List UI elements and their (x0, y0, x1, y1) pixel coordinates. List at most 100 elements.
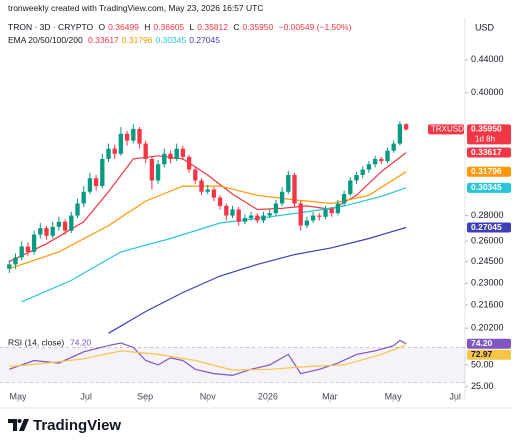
candle-body (397, 124, 403, 144)
y-tick-label: 0.23000 (471, 278, 504, 288)
ema-value: 0.30345 (155, 35, 187, 45)
candle-body (87, 178, 93, 192)
candle-body (25, 246, 31, 252)
candle-body (267, 213, 272, 216)
candle-body (174, 148, 179, 159)
source-text: tronweekly created with TradingView.com,… (8, 3, 264, 13)
ema-badge-bg (467, 147, 511, 158)
candle-body (292, 174, 297, 204)
change: −0.00549 (−1.50%) (278, 22, 352, 32)
x-tick-label: Nov (200, 391, 217, 401)
x-tick-label: Mar (322, 391, 338, 401)
candle-body (93, 178, 99, 187)
x-tick-label: May (9, 391, 27, 401)
candle-body (162, 153, 167, 165)
candle-body (366, 164, 372, 170)
x-tick-label: Jul (80, 391, 92, 401)
candle-body (248, 215, 254, 219)
candle-body (360, 169, 365, 175)
y-tick-label: 0.20200 (471, 322, 504, 332)
candle-body (372, 158, 378, 165)
candle-body (81, 191, 86, 204)
candle-body (224, 205, 229, 216)
candle-body (379, 158, 384, 162)
candle-body (62, 221, 68, 231)
ema-line (108, 226, 407, 334)
candle-body (112, 148, 117, 154)
candle-body (230, 209, 235, 216)
rsi-band (0, 347, 465, 383)
ohlc-header: TRON · 3D · CRYPTO O 0.36499 H 0.36605 L 0.… (8, 22, 354, 32)
ohlc-letter: O (98, 22, 106, 32)
ema-badge-bg (467, 182, 511, 193)
candle-body (354, 174, 359, 181)
candle-body (7, 264, 12, 269)
y-tick-label: 0.21600 (471, 299, 504, 309)
low-value: 0.35812 (197, 22, 228, 32)
rsi-badge: 74.20 (471, 338, 493, 348)
candle-body (193, 169, 198, 181)
candle-body (323, 209, 328, 217)
ema-badge: 0.27045 (471, 222, 502, 232)
candle-body (317, 215, 322, 217)
x-tick-label: Jul (449, 391, 461, 401)
candle-body (304, 220, 310, 226)
brand-logo-dot (17, 419, 22, 423)
candle-body (286, 174, 291, 192)
brand-logo (8, 419, 29, 431)
candle-body (186, 156, 192, 170)
candle-body (279, 191, 285, 204)
symbol-badge-bg (428, 124, 464, 135)
y-tick-label: 0.28000 (471, 210, 504, 220)
countdown: 1d 8h (475, 135, 495, 144)
candle-body (69, 215, 74, 231)
ema-line (9, 152, 407, 263)
candle-body (44, 228, 49, 236)
candle-body (19, 246, 24, 258)
open-value: 0.36499 (108, 22, 139, 32)
ohlc-letter: H (144, 22, 151, 32)
symbol-title: TRON · 3D · CRYPTO (8, 22, 94, 32)
rsi-tick-label: 50.00 (471, 359, 494, 369)
ema-badge: 0.31796 (471, 166, 502, 176)
y-tick-label: 0.44000 (471, 54, 504, 64)
ema-value: 0.33617 (88, 35, 119, 45)
candle-body (13, 257, 18, 265)
candle-body (38, 228, 43, 235)
rsi-ma-badge-bg (467, 349, 511, 360)
candle-body (168, 153, 173, 159)
ema-value: 0.27045 (189, 35, 220, 45)
candle-body (131, 128, 136, 141)
last-price-bg (467, 124, 511, 145)
ema-value: 0.31796 (121, 35, 153, 45)
brand-name: TradingView (33, 417, 121, 434)
candle-body (348, 180, 353, 195)
close-value: 0.35950 (242, 22, 274, 32)
candle-body (403, 124, 409, 130)
ema-badge: 0.30345 (471, 182, 502, 192)
candle-body (199, 180, 204, 192)
candle-body (180, 148, 186, 157)
rsi-value: 74.20 (70, 337, 92, 347)
rsi-tick-label: 25.00 (471, 381, 494, 391)
symbol-badge: TRXUSD (431, 125, 464, 134)
candle-body (100, 158, 105, 187)
candle-body (261, 215, 266, 221)
rsi-line (9, 339, 407, 377)
rsi-ma-badge: 72.97 (471, 349, 493, 359)
ohlc-letter: C (233, 22, 240, 32)
candle-body (137, 128, 142, 144)
source-note: tronweekly created with TradingView.com,… (8, 3, 266, 13)
candle-body (211, 189, 217, 198)
candle-body (143, 143, 148, 159)
rsi-line (9, 344, 407, 371)
ema-label: EMA 20/50/100/200 (8, 35, 83, 45)
y-tick-label: 0.40000 (471, 87, 504, 97)
candle-body (205, 189, 210, 192)
candle-body (391, 143, 396, 151)
candle-body (298, 203, 303, 226)
x-tick-label: Sep (137, 391, 153, 401)
x-tick-label: 2026 (258, 391, 278, 401)
